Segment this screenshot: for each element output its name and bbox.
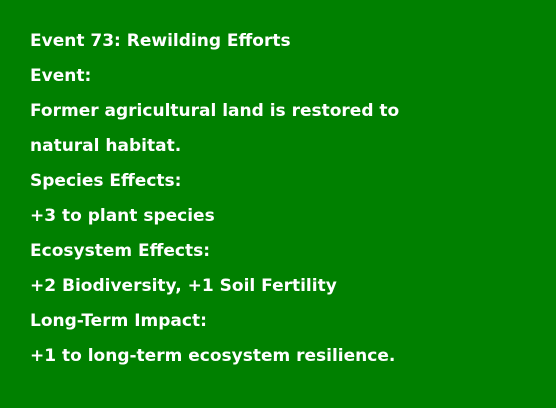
long-term-impact-heading: Long-Term Impact: (30, 311, 207, 331)
event-description-line-2: natural habitat. (30, 136, 182, 156)
ecosystem-effects-text: +2 Biodiversity, +1 Soil Fertility (30, 276, 337, 296)
event-title: Event 73: Rewilding Efforts (30, 31, 291, 51)
species-effects-heading: Species Effects: (30, 171, 182, 191)
long-term-impact-text: +1 to long-term ecosystem resilience. (30, 346, 396, 366)
species-effects-text: +3 to plant species (30, 206, 215, 226)
event-heading: Event: (30, 66, 92, 86)
ecosystem-effects-heading: Ecosystem Effects: (30, 241, 211, 261)
event-description-line-1: Former agricultural land is restored to (30, 101, 400, 121)
